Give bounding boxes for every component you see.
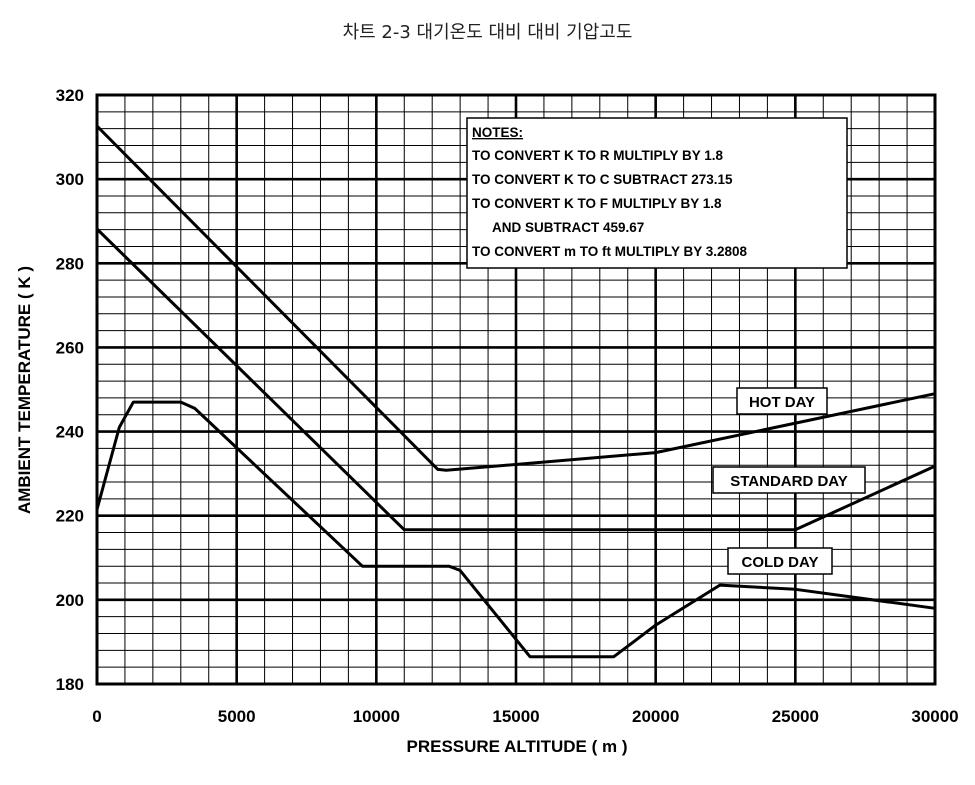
x-tick-label: 10000 <box>353 707 400 726</box>
note-line-5: TO CONVERT m TO ft MULTIPLY BY 3.2808 <box>472 244 748 259</box>
hot-day-label: HOT DAY <box>736 387 828 415</box>
hot-day-label-text: HOT DAY <box>749 394 815 411</box>
notes-heading: NOTES: <box>472 125 523 140</box>
x-tick-label: 20000 <box>632 707 679 726</box>
x-tick-label: 5000 <box>218 707 256 726</box>
y-tick-label: 220 <box>56 507 84 526</box>
x-tick-label: 0 <box>92 707 101 726</box>
cold-day-line <box>95 400 936 659</box>
y-axis-title: AMBIENT TEMPERATURE ( K ) <box>15 266 34 514</box>
note-line-1: TO CONVERT K TO R MULTIPLY BY 1.8 <box>472 148 724 163</box>
y-tick-label: 280 <box>56 254 84 273</box>
x-tick-label: 25000 <box>772 707 819 726</box>
y-tick-label: 300 <box>56 170 84 189</box>
cold-day-label-text: COLD DAY <box>742 554 819 571</box>
notes-box: NOTES: TO CONVERT K TO R MULTIPLY BY 1.8… <box>466 117 848 269</box>
note-line-2: TO CONVERT K TO C SUBTRACT 273.15 <box>472 172 733 187</box>
y-tick-label: 180 <box>56 675 84 694</box>
y-tick-label: 260 <box>56 338 84 357</box>
chart-title: 차트 2-3 대기온도 대비 대비 기압고도 <box>342 22 633 43</box>
x-axis-title: PRESSURE ALTITUDE ( m ) <box>406 737 627 756</box>
y-tick-label: 320 <box>56 86 84 105</box>
hot-day-line <box>95 125 936 472</box>
plot-frame <box>95 93 937 686</box>
tick-labels: 0 5000 10000 15000 20000 25000 30000 180 200 220 2… <box>56 86 959 726</box>
standard-day-label-text: STANDARD DAY <box>730 473 848 490</box>
series-lines <box>95 125 936 659</box>
y-tick-label: 240 <box>56 423 84 442</box>
standard-day-line <box>95 227 936 532</box>
y-tick-label: 200 <box>56 591 84 610</box>
standard-day-label: STANDARD DAY <box>712 466 866 494</box>
note-line-3: TO CONVERT K TO F MULTIPLY BY 1.8 <box>472 196 722 211</box>
x-tick-label: 15000 <box>492 707 539 726</box>
x-tick-label: 30000 <box>911 707 958 726</box>
note-line-4: AND SUBTRACT 459.67 <box>492 220 644 235</box>
cold-day-label: COLD DAY <box>727 547 833 575</box>
